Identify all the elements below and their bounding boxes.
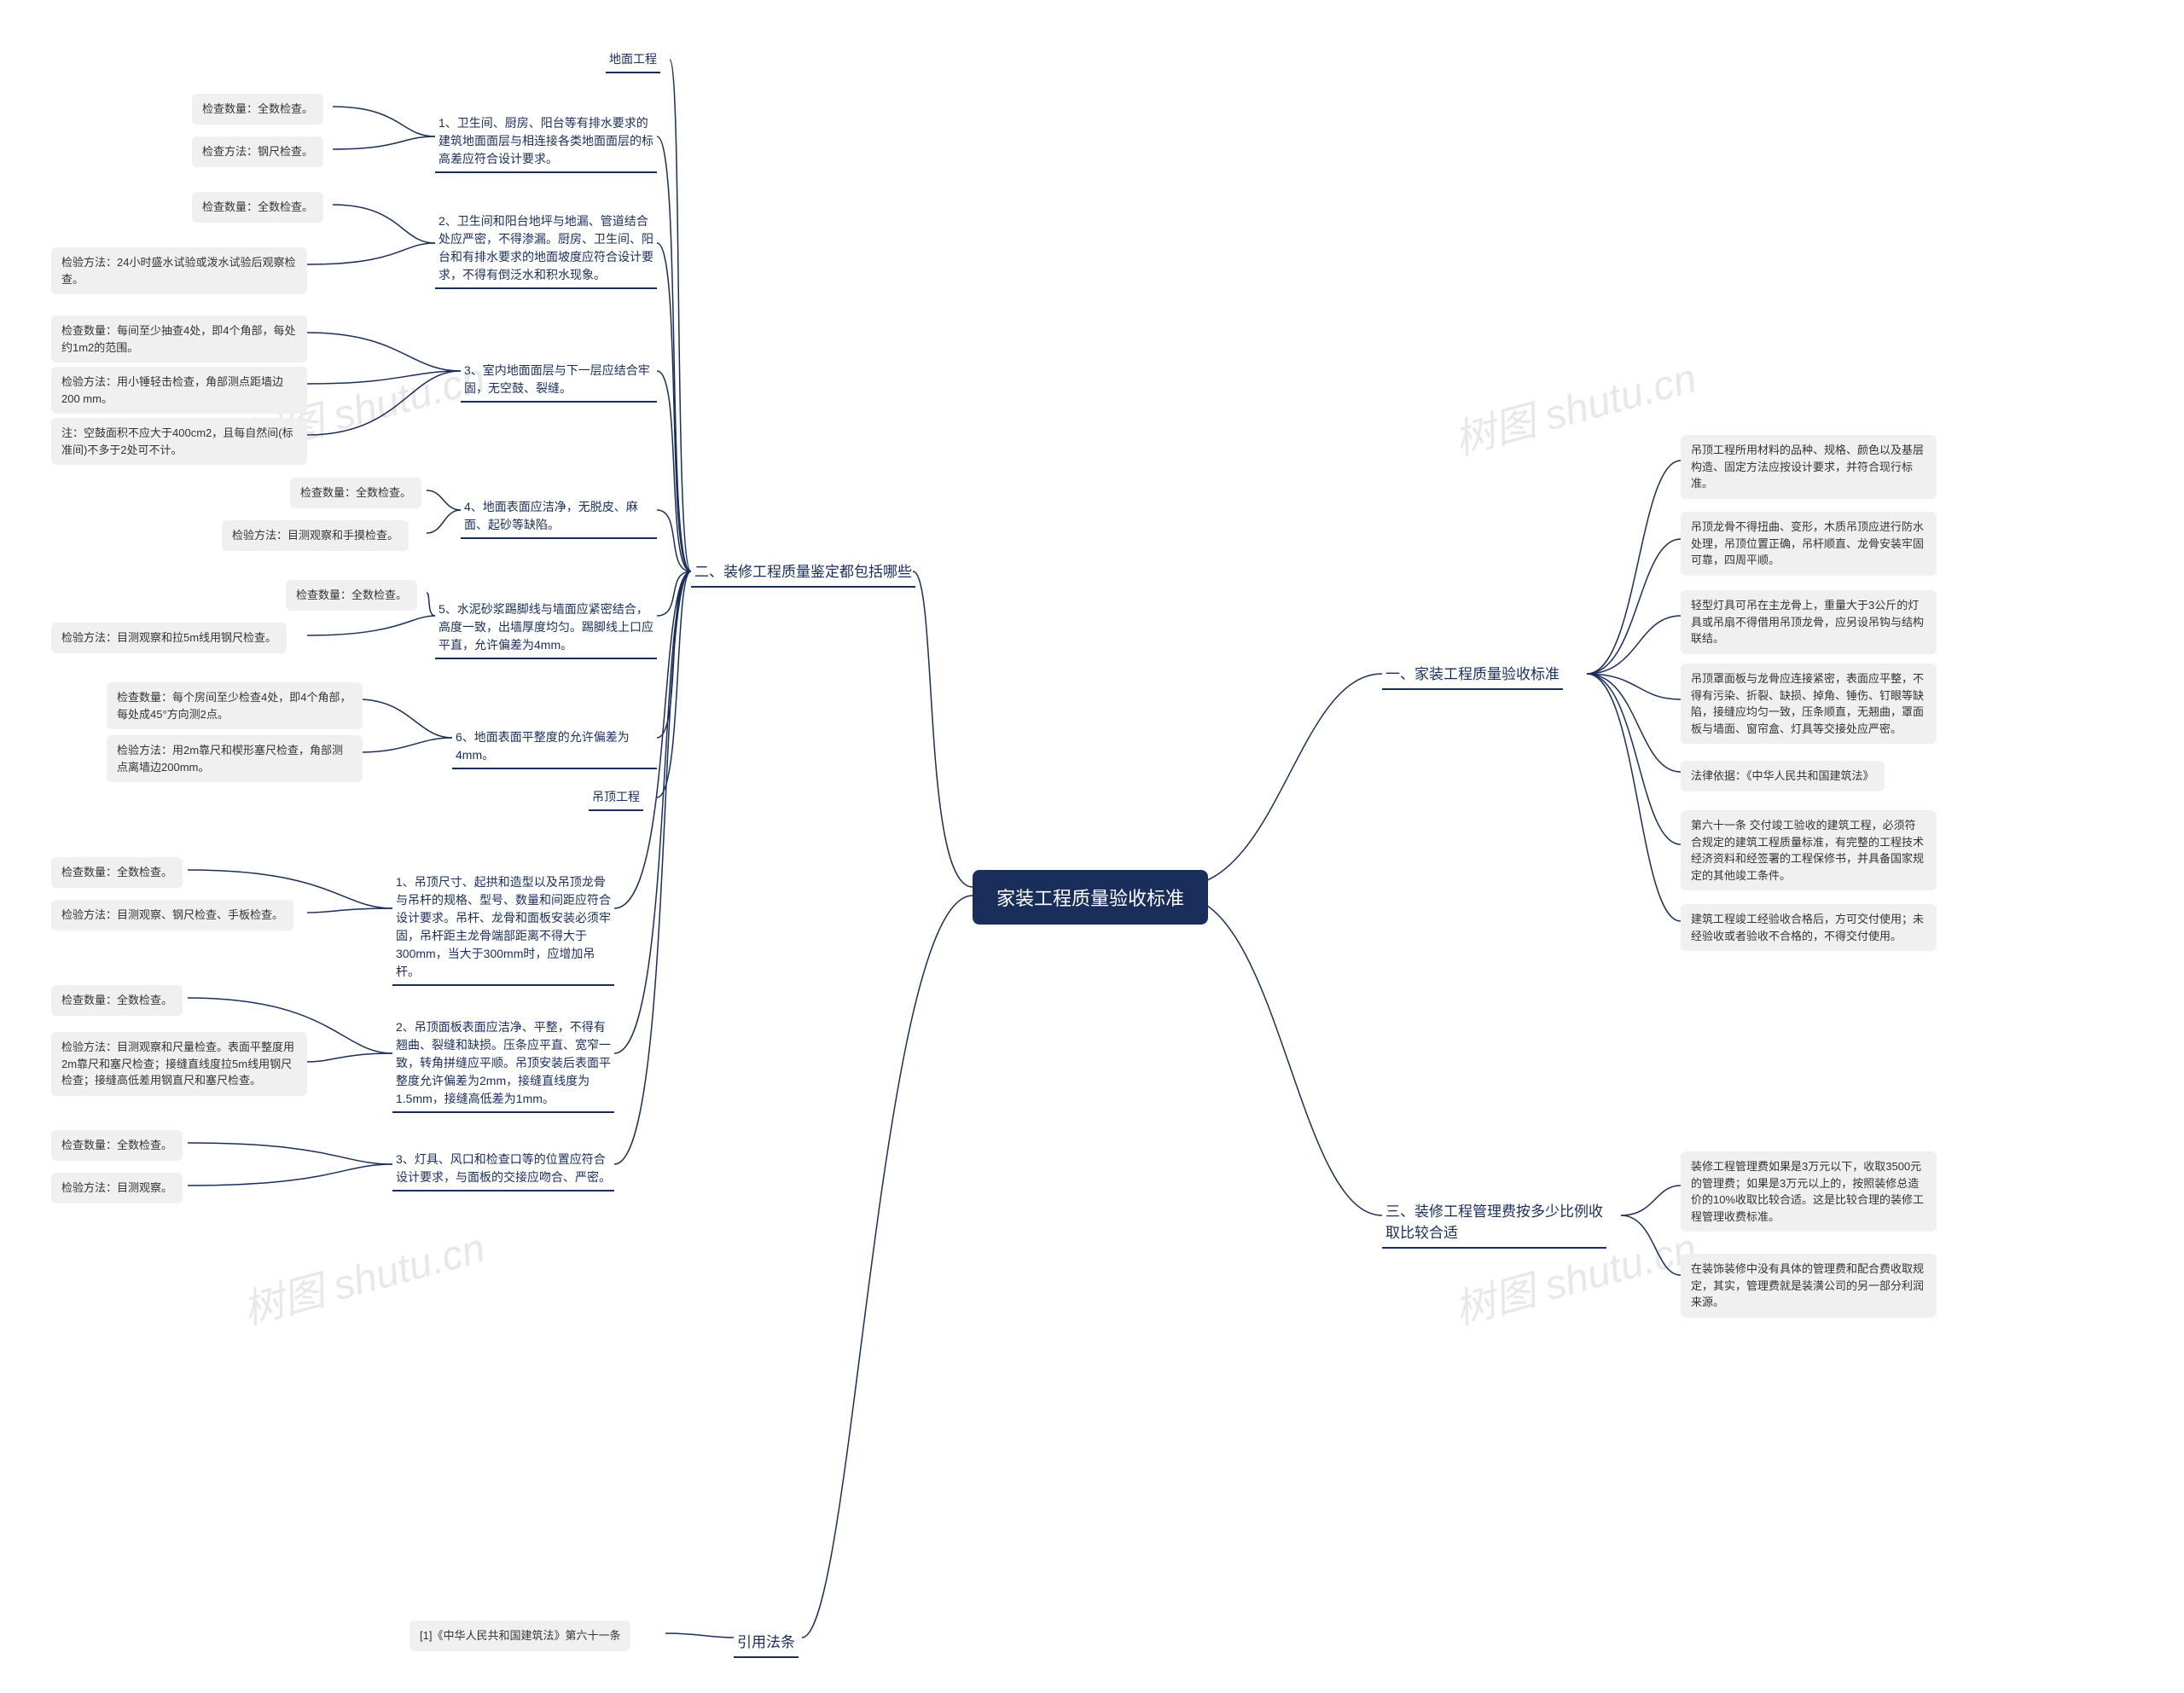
c1-b: 检验方法：目测观察、钢尺检查、手板检查。 xyxy=(51,900,293,931)
g5-a: 检查数量：全数检查。 xyxy=(286,580,417,611)
b1-leaf-1: 吊顶工程所用材料的品种、规格、颜色以及基层构造、固定方法应按设计要求，并符合现行… xyxy=(1681,435,1937,499)
b1-leaf-2: 吊顶龙骨不得扭曲、变形，木质吊顶应进行防水处理，吊顶位置正确，吊杆顺直、龙骨安装… xyxy=(1681,512,1937,576)
g4-b: 检验方法：目测观察和手摸检查。 xyxy=(222,520,409,551)
g1-a: 检查数量：全数检查。 xyxy=(192,94,323,125)
g4-a: 检查数量：全数检查。 xyxy=(290,478,421,508)
g2-a: 检查数量：全数检查。 xyxy=(192,192,323,223)
branch-2[interactable]: 二、装修工程质量鉴定都包括哪些 xyxy=(691,554,915,588)
g2[interactable]: 2、卫生间和阳台地坪与地漏、管道结合处应严密，不得渗漏。厨房、卫生间、阳台和有排… xyxy=(435,209,657,289)
g4[interactable]: 4、地面表面应洁净，无脱皮、麻面、起砂等缺陷。 xyxy=(461,495,657,539)
g1-b: 检查方法：钢尺检查。 xyxy=(192,136,323,167)
b1-leaf-7: 建筑工程竣工经验收合格后，方可交付使用；未经验收或者验收不合格的，不得交付使用。 xyxy=(1681,904,1937,951)
b4-leaf: [1]《中华人民共和国建筑法》第六十一条 xyxy=(410,1621,630,1651)
watermark: 树图 shutu.cn xyxy=(235,1215,491,1336)
g3-c: 注：空鼓面积不应大于400cm2，且每自然间(标准间)不多于2处可不计。 xyxy=(51,418,307,465)
ground-engineering[interactable]: 地面工程 xyxy=(606,47,660,73)
g5-b: 检验方法：目测观察和拉5m线用钢尺检查。 xyxy=(51,623,287,653)
c1-a: 检查数量：全数检查。 xyxy=(51,857,183,888)
ceiling-engineering[interactable]: 吊顶工程 xyxy=(589,785,643,811)
c2-b: 检验方法：目测观察和尺量检查。表面平整度用2m靠尺和塞尺检查；接缝直线度拉5m线… xyxy=(51,1032,307,1096)
g3-b: 检验方法：用小锤轻击检查，角部测点距墙边200 mm。 xyxy=(51,367,307,414)
g6[interactable]: 6、地面表面平整度的允许偏差为4mm。 xyxy=(452,725,657,769)
b1-leaf-4: 吊顶罩面板与龙骨应连接紧密，表面应平整，不得有污染、折裂、缺损、掉角、锤伤、钉眼… xyxy=(1681,664,1937,744)
c3-b: 检验方法：目测观察。 xyxy=(51,1173,183,1203)
b3-leaf-1: 装修工程管理费如果是3万元以下，收取3500元的管理费；如果是3万元以上的，按照… xyxy=(1681,1151,1937,1232)
g3-a: 检查数量：每间至少抽查4处，即4个角部，每处约1m2的范围。 xyxy=(51,316,307,362)
branch-1[interactable]: 一、家装工程质量验收标准 xyxy=(1382,657,1563,690)
g3[interactable]: 3、室内地面面层与下一层应结合牢固，无空鼓、裂缝。 xyxy=(461,358,657,403)
g2-b: 检验方法：24小时盛水试验或泼水试验后观察检查。 xyxy=(51,247,307,294)
c2[interactable]: 2、吊顶面板表面应洁净、平整，不得有翘曲、裂缝和缺损。压条应平直、宽窄一致，转角… xyxy=(392,1015,614,1113)
branch-3[interactable]: 三、装修工程管理费按多少比例收 取比较合适 xyxy=(1382,1194,1606,1249)
g6-b: 检验方法：用2m靠尺和楔形塞尺检查，角部测点离墙边200mm。 xyxy=(107,735,363,782)
branch-4[interactable]: 引用法条 xyxy=(734,1625,799,1658)
c2-a: 检查数量：全数检查。 xyxy=(51,985,183,1016)
g5[interactable]: 5、水泥砂浆踢脚线与墙面应紧密结合，高度一致，出墙厚度均匀。踢脚线上口应平直，允… xyxy=(435,597,657,659)
b1-leaf-3: 轻型灯具可吊在主龙骨上，重量大于3公斤的灯具或吊扇不得借用吊顶龙骨，应另设吊钩与… xyxy=(1681,590,1937,654)
g1[interactable]: 1、卫生间、厨房、阳台等有排水要求的建筑地面面层与相连接各类地面面层的标高差应符… xyxy=(435,111,657,173)
b3-leaf-2: 在装饰装修中没有具体的管理费和配合费收取规定，其实，管理费就是装潢公司的另一部分… xyxy=(1681,1254,1937,1318)
root-node[interactable]: 家装工程质量验收标准 xyxy=(973,870,1208,925)
b1-leaf-5: 法律依据：《中华人民共和国建筑法》 xyxy=(1681,761,1885,791)
g6-a: 检查数量：每个房间至少检查4处，即4个角部，每处成45°方向测2点。 xyxy=(107,682,363,729)
c1[interactable]: 1、吊顶尺寸、起拱和造型以及吊顶龙骨与吊杆的规格、型号、数量和间距应符合设计要求… xyxy=(392,870,614,986)
watermark: 树图 shutu.cn xyxy=(1447,345,1702,467)
c3[interactable]: 3、灯具、风口和检查口等的位置应符合设计要求，与面板的交接应吻合、严密。 xyxy=(392,1147,614,1191)
c3-a: 检查数量：全数检查。 xyxy=(51,1130,183,1161)
b1-leaf-6: 第六十一条 交付竣工验收的建筑工程，必须符合规定的建筑工程质量标准，有完整的工程… xyxy=(1681,810,1937,890)
